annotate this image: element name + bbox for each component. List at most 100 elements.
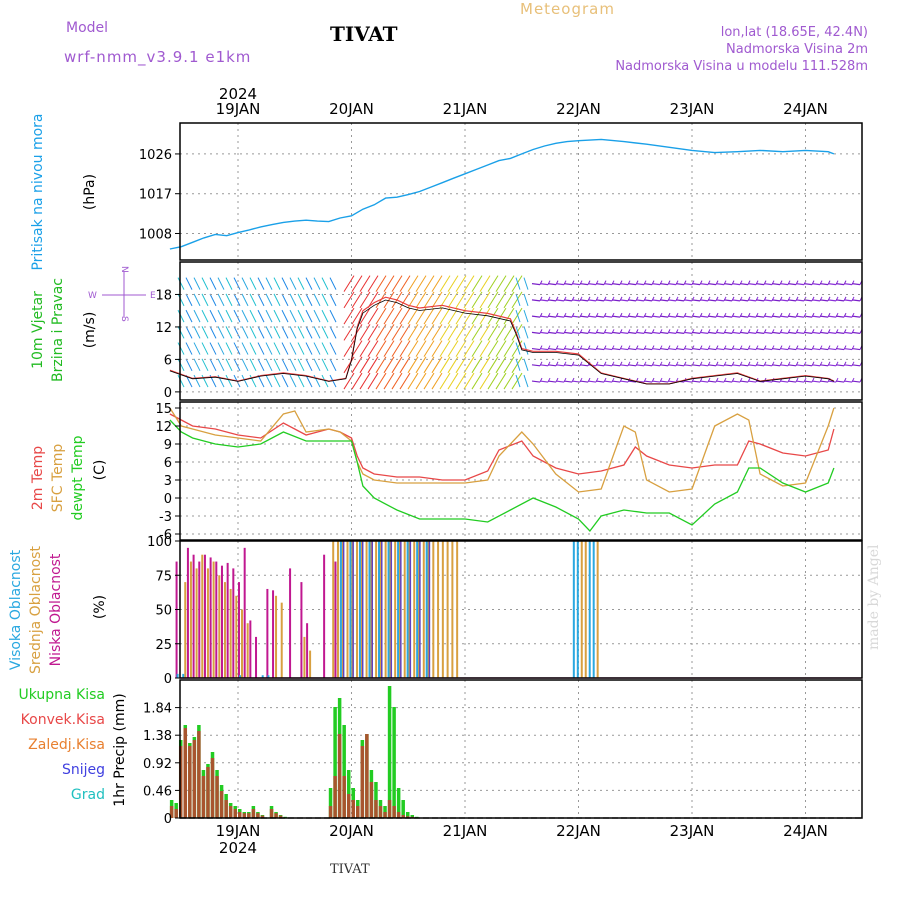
y-tick-label: 100 (147, 535, 172, 550)
panel-frame (179, 401, 863, 541)
wind-barb (835, 299, 845, 302)
y-tick-label: 18 (155, 288, 172, 303)
conv-precip-bar (346, 794, 351, 818)
wind-barb (555, 299, 565, 302)
wind-barb (603, 347, 613, 351)
wind-barb (731, 315, 741, 318)
wind-barb (321, 309, 329, 323)
wind-barb (651, 380, 661, 383)
mid-cloud-bar (275, 595, 278, 678)
panel-frame (179, 679, 863, 819)
wind-barb (731, 283, 741, 286)
wind-barb (273, 277, 281, 290)
wind-barb (193, 293, 201, 307)
panel-frame (179, 261, 863, 401)
wind-barb (595, 331, 605, 334)
wind-barb (431, 307, 443, 325)
wind-barb (683, 347, 693, 351)
wind-barb (547, 315, 557, 318)
conv-precip-bar (169, 806, 174, 818)
wind-barb (579, 315, 589, 318)
mid-cloud-bar (356, 541, 359, 678)
wind-barb (455, 324, 467, 341)
wind-barb (511, 275, 523, 292)
wind-barb (439, 340, 451, 357)
wind-barb (603, 299, 613, 302)
wind-barb (479, 372, 491, 390)
wind-barb (193, 342, 201, 355)
wind-barb (747, 331, 757, 334)
wind-barb (571, 347, 581, 351)
mid-cloud-bar (427, 541, 430, 678)
wind-barb (675, 347, 685, 351)
total-precip-bar (333, 707, 337, 818)
wind-barb (265, 342, 273, 355)
low-cloud-bar (215, 561, 218, 678)
low-cloud-bar (203, 554, 206, 678)
wind-barb (851, 364, 861, 367)
wind-barb (731, 331, 741, 334)
wind-barb (495, 372, 507, 390)
wind-barb (185, 326, 193, 339)
wind-barb (667, 315, 677, 318)
wind-barb (487, 307, 499, 325)
wind-barb (691, 380, 701, 383)
wind-barb (851, 299, 861, 302)
wind-barb (667, 347, 677, 351)
wind-barb (209, 293, 217, 307)
wind-barb (423, 307, 435, 325)
wind-barb (185, 309, 193, 323)
wind-barb (439, 372, 451, 390)
mid-cloud-bar (189, 561, 192, 678)
wind-barb (297, 309, 305, 323)
wind-barb (635, 347, 645, 351)
wind-barb (611, 283, 621, 286)
wind-barb (321, 277, 329, 290)
wind-barb (723, 283, 733, 286)
wind-barb (515, 342, 521, 355)
conv-precip-bar (192, 740, 197, 818)
wind-barb (503, 372, 515, 390)
y-tick-label: 12 (155, 420, 172, 435)
wind-barb (273, 358, 281, 372)
wind-barb (643, 299, 653, 302)
wind-barb (297, 342, 305, 355)
wind-barb (455, 340, 467, 357)
bottom-date-label: 20JAN (329, 822, 374, 840)
wind-barb (233, 342, 241, 355)
wind-barb (503, 307, 515, 325)
wind-barb (281, 374, 289, 388)
wind-barb (407, 275, 419, 292)
wind-barb (843, 299, 853, 302)
wind-barb (531, 364, 541, 367)
wind-barb (201, 293, 209, 307)
wind-barb (289, 293, 297, 307)
mid-cloud-bar (413, 541, 416, 678)
wind-barb (651, 364, 661, 367)
legend-low-cloud: Niska Oblacnost (48, 553, 64, 666)
wind-barb (241, 277, 249, 290)
wind-barb (787, 283, 797, 286)
wind-barb (563, 283, 573, 286)
wind-barb (547, 380, 557, 383)
wind-barb (487, 275, 499, 292)
wind-barb (439, 324, 451, 341)
mid-cloud-bar (418, 541, 421, 678)
total-precip-bar (410, 815, 415, 818)
wind-barb (643, 347, 653, 351)
wind-barb (351, 275, 363, 292)
wind-barb (193, 309, 201, 323)
low-cloud-bar (198, 561, 201, 678)
wind-barb (531, 315, 541, 318)
wind-barb (731, 364, 741, 367)
wind-barb (779, 380, 789, 383)
mid-cloud-bar (218, 575, 221, 678)
wind-barb (359, 356, 371, 374)
wind-barb (763, 380, 773, 383)
wind-barb (571, 283, 581, 286)
wind-barb (755, 283, 765, 286)
wind-barb (233, 326, 241, 339)
wind-barb (329, 277, 337, 290)
wind-barb (547, 331, 557, 334)
wind-barb (547, 299, 557, 302)
